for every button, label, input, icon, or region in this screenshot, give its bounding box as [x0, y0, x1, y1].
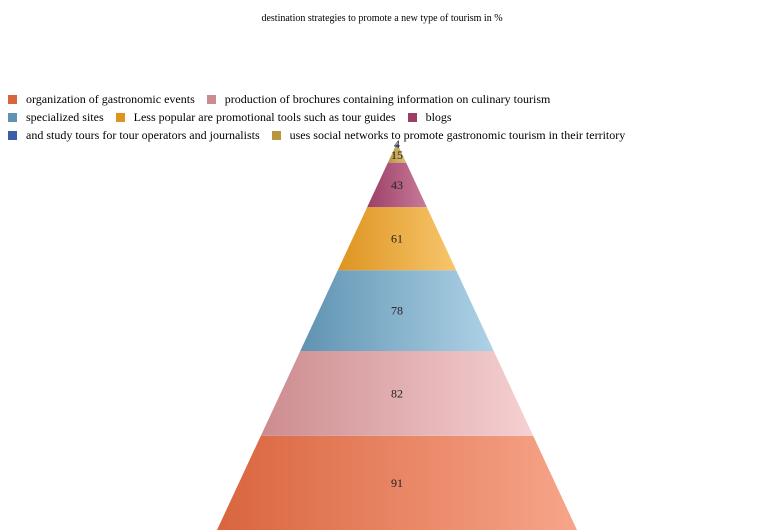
pyramid-labels: 91 82 78 61 43 154: [391, 137, 403, 490]
legend-swatch: [8, 130, 17, 140]
pyramid-slice: [337, 207, 457, 271]
legend-item: blogs: [407, 108, 452, 126]
data-label: 91: [391, 476, 403, 490]
legend-swatch: [8, 112, 17, 122]
data-label: 15: [391, 148, 403, 162]
legend-label: and study tours for tour operators and j…: [26, 128, 260, 142]
data-label: 4: [394, 137, 400, 151]
legend-label: specialized sites: [26, 110, 104, 124]
pyramid-slice: [387, 147, 407, 163]
pyramid-slice: [260, 350, 534, 436]
data-label: 43: [391, 178, 403, 192]
legend-label: Less popular are promotional tools such …: [133, 110, 396, 124]
legend-swatch: [8, 94, 17, 104]
pyramid-slice: [300, 270, 494, 351]
chart-title: destination strategies to promote a new …: [261, 13, 503, 24]
pyramid-slice: [217, 435, 577, 530]
legend-label: blogs: [425, 110, 452, 124]
legend-row: specialized sites Less popular are promot…: [8, 108, 764, 126]
data-label: 82: [391, 386, 403, 400]
legend-swatch: [115, 112, 125, 122]
legend-item: Less popular are promotional tools such …: [115, 108, 396, 126]
legend-swatch: [206, 94, 216, 104]
legend-swatch: [407, 112, 417, 122]
legend-item: specialized sites: [8, 108, 104, 126]
legend-swatch: [271, 130, 281, 140]
legend-item: production of brochures containing infor…: [206, 90, 551, 108]
pyramid-slice: [395, 143, 399, 148]
pyramid-slice: [367, 162, 427, 208]
legend-label: production of brochures containing infor…: [224, 92, 551, 106]
legend-label: uses social networks to promote gastrono…: [289, 128, 626, 142]
legend: organization of gastronomic events produc…: [8, 90, 764, 144]
pyramid-slices: [217, 143, 577, 530]
legend-item: uses social networks to promote gastrono…: [271, 126, 626, 144]
legend-item: organization of gastronomic events: [8, 90, 195, 108]
legend-row: and study tours for tour operators and j…: [8, 126, 764, 144]
legend-item: and study tours for tour operators and j…: [8, 126, 260, 144]
legend-row: organization of gastronomic events produc…: [8, 90, 764, 108]
data-label: 61: [391, 232, 403, 246]
data-label: 78: [391, 304, 403, 318]
legend-label: organization of gastronomic events: [26, 92, 195, 106]
